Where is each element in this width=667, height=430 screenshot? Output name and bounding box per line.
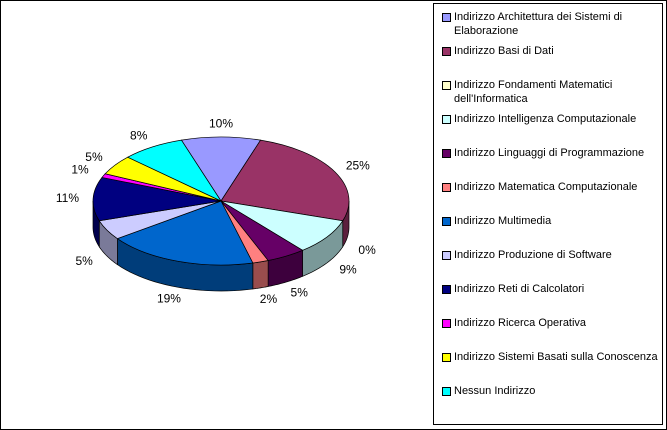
slice-top [126,139,222,202]
data-label: 5% [75,254,93,268]
data-label: 25% [346,158,370,172]
legend: Indirizzo Architettura dei Sistemi di El… [433,3,663,425]
slice [220,139,350,248]
legend-entry: Indirizzo Fondamenti Matematici dell'Inf… [442,78,658,112]
legend-swatch [442,149,451,158]
legend-label: Indirizzo Ricerca Operativa [454,317,587,329]
legend-label: Nessun Indirizzo [454,385,536,397]
data-label: 2% [260,292,278,306]
legend-swatch [442,217,451,226]
slice-top [92,177,222,222]
legend-label: Indirizzo Basi di Dati [454,45,554,57]
legend-entry: Indirizzo Intelligenza Computazionale [442,112,658,146]
slice-top [220,139,350,222]
legend-entry: Indirizzo Basi di Dati [442,44,658,78]
data-label: 5% [291,285,309,299]
data-label: 11% [56,191,79,205]
legend-entry: Indirizzo Linguaggi di Programmazione [442,146,658,180]
data-label: 1% [71,163,89,177]
legend-swatch [442,115,451,124]
legend-entry: Indirizzo Architettura dei Sistemi di El… [442,10,658,44]
legend-entry: Indirizzo Multimedia [442,214,658,248]
data-label: 5% [85,150,103,164]
legend-label: Indirizzo Fondamenti Matematici dell'Inf… [454,79,613,105]
data-label: 8% [130,128,148,142]
slice [92,177,222,248]
legend-label: Indirizzo Sistemi Basati sulla Conoscenz… [454,351,658,363]
legend-label: Indirizzo Intelligenza Computazionale [454,113,637,125]
legend-entry: Indirizzo Reti di Calcolatori [442,282,658,316]
legend-swatch [442,387,451,396]
slice-side [252,260,269,290]
slice [126,139,222,202]
legend-entry: Indirizzo Produzione di Software [442,248,658,282]
legend-swatch [442,285,451,294]
legend-label: Indirizzo Multimedia [454,215,552,227]
data-label: 0% [358,243,376,257]
legend-label: Indirizzo Architettura dei Sistemi di El… [454,11,623,37]
legend-swatch [442,183,451,192]
legend-label: Indirizzo Matematica Computazionale [454,181,638,193]
legend-swatch [442,353,451,362]
data-label: 10% [209,116,233,130]
legend-entry: Indirizzo Matematica Computazionale [442,180,658,214]
legend-swatch [442,13,451,22]
legend-swatch [442,251,451,260]
slice-top [116,200,254,266]
legend-label: Indirizzo Reti di Calcolatori [454,283,585,295]
slice-top [180,136,262,202]
legend-label: Indirizzo Produzione di Software [454,249,612,261]
legend-swatch [442,81,451,90]
pie-plot: 10%25%0%9%5%2%19%5%11%1%5%8% [56,116,376,306]
legend-entry: Indirizzo Sistemi Basati sulla Conoscenz… [442,350,658,384]
data-label: 9% [339,262,357,276]
legend-entry: Indirizzo Ricerca Operativa [442,316,658,350]
legend-label: Indirizzo Linguaggi di Programmazione [454,147,645,159]
slice [180,136,262,202]
data-label: 19% [157,291,181,305]
legend-swatch [442,319,451,328]
legend-entry: Nessun Indirizzo [442,384,658,418]
slice [220,200,304,287]
legend-swatch [442,47,451,56]
